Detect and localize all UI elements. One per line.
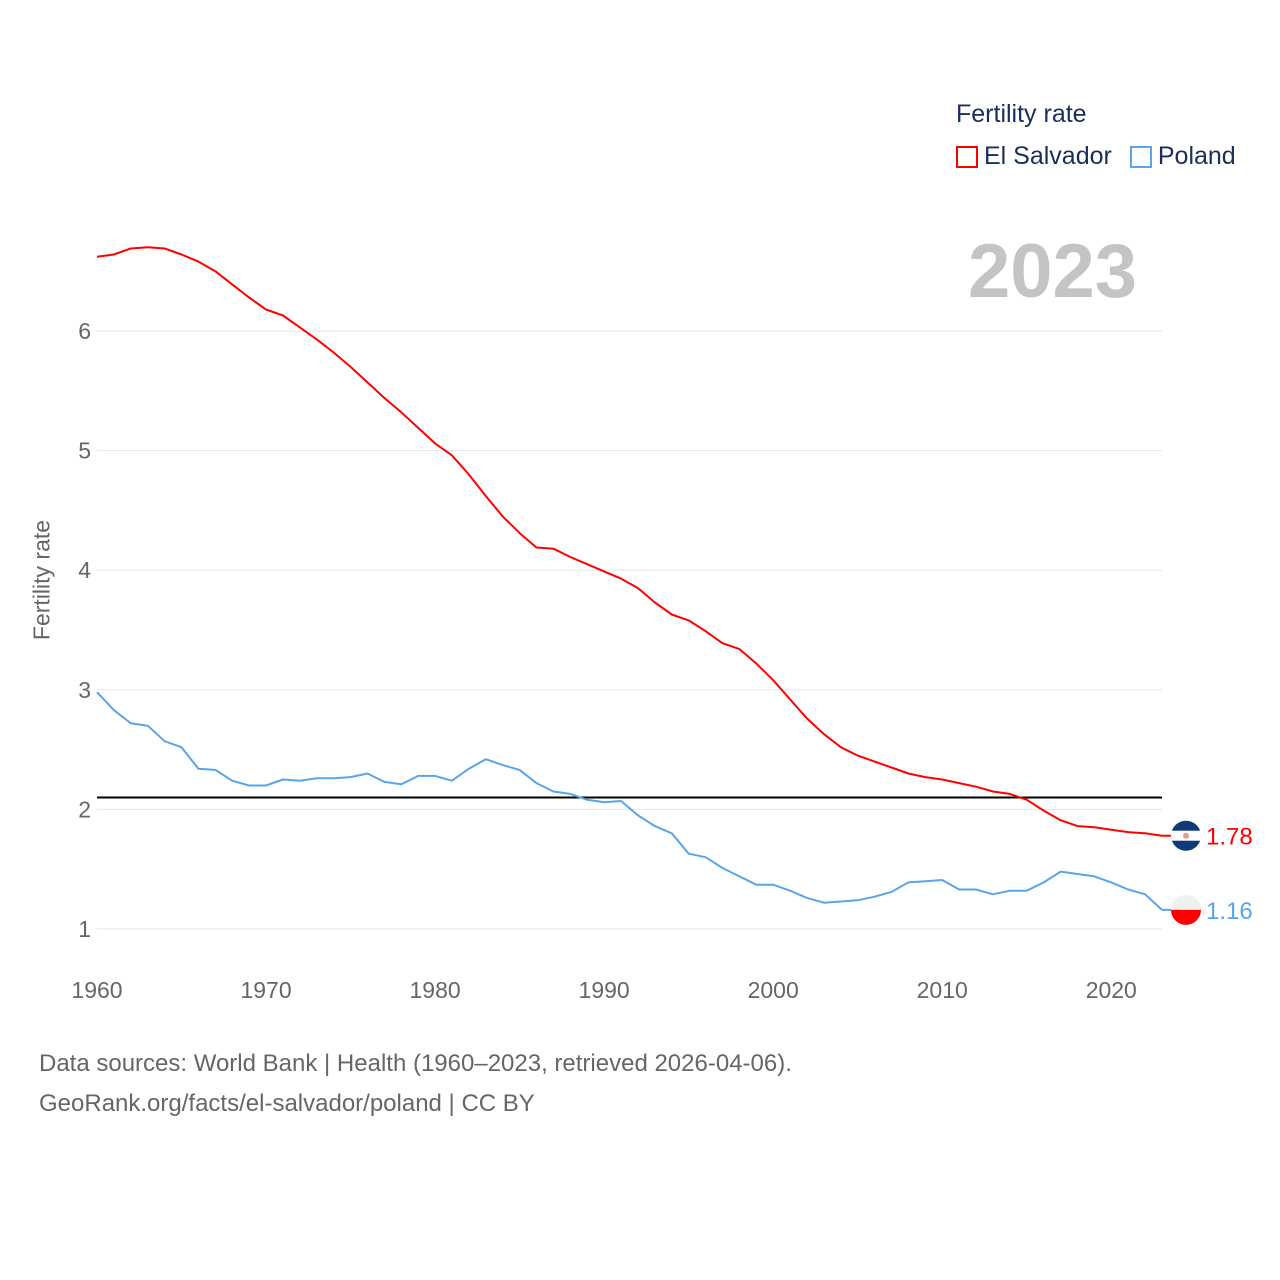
- legend-title: Fertility rate: [956, 100, 1087, 128]
- current-year: 2023: [968, 229, 1138, 314]
- x-tick-label: 1960: [71, 977, 122, 1003]
- flag-emblem: [1183, 832, 1189, 839]
- x-tick-label: 2020: [1086, 977, 1137, 1003]
- series-line-poland: [96, 691, 1163, 911]
- end-value-label: 1.78: [1206, 824, 1253, 851]
- y-tick-label: 4: [78, 557, 91, 583]
- x-tick-label: 2000: [748, 977, 799, 1003]
- footer: Data sources: World Bank | Health (1960–…: [39, 1044, 792, 1124]
- legend-label: Poland: [1157, 142, 1236, 170]
- y-tick-label: 2: [78, 796, 91, 822]
- source-link[interactable]: GeoRank.org/facts/el-salvador/poland | C…: [39, 1090, 535, 1117]
- y-tick-label: 5: [78, 438, 91, 464]
- data-sources: Data sources: World Bank | Health (1960–…: [39, 1050, 792, 1077]
- legend-item-poland[interactable]: Poland: [1129, 142, 1236, 171]
- legend-swatch-el-salvador: [956, 145, 978, 168]
- y-tick-label: 6: [78, 318, 91, 344]
- y-tick-label: 1: [78, 916, 91, 942]
- legend-swatch-poland: [1129, 145, 1152, 168]
- end-value-label: 1.16: [1206, 898, 1253, 925]
- x-tick-label: 2010: [917, 977, 968, 1003]
- legend: El Salvador Poland: [956, 142, 1236, 171]
- x-tick-label: 1970: [240, 977, 291, 1003]
- legend-item-el-salvador[interactable]: El Salvador: [956, 142, 1112, 171]
- y-tick-label: 3: [78, 677, 91, 703]
- series-line-el-salvador: [96, 246, 1163, 837]
- legend-label: El Salvador: [984, 142, 1112, 170]
- x-tick-label: 1980: [410, 977, 461, 1003]
- flag-stripe: [1171, 909, 1201, 925]
- y-axis-label: Fertility rate: [28, 519, 55, 641]
- x-tick-label: 1990: [579, 977, 630, 1003]
